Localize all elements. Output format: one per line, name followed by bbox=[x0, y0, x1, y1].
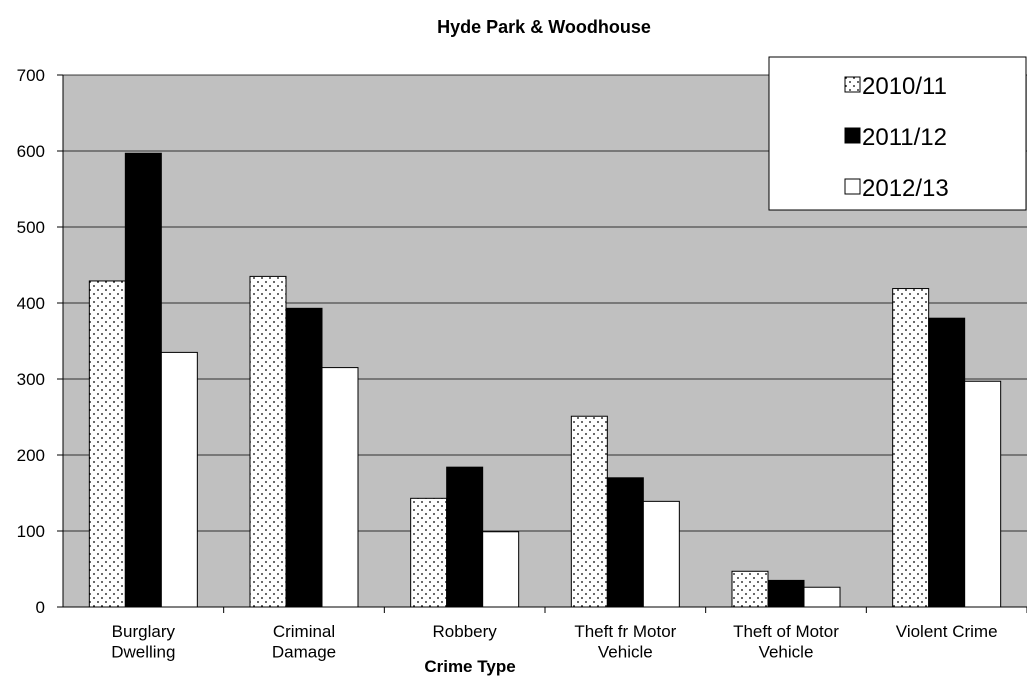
legend-swatch bbox=[844, 76, 861, 93]
bar bbox=[446, 466, 484, 608]
bar bbox=[88, 280, 126, 608]
bar bbox=[803, 586, 841, 608]
bar bbox=[892, 288, 930, 608]
legend-label: 2012/13 bbox=[862, 175, 949, 202]
bar bbox=[249, 275, 287, 608]
x-tick-label: Theft fr Motor Vehicle bbox=[574, 622, 676, 661]
y-tick-label: 0 bbox=[36, 598, 45, 617]
legend-label: 2011/12 bbox=[862, 124, 947, 151]
bar bbox=[964, 380, 1002, 608]
bar bbox=[285, 307, 323, 608]
bar bbox=[570, 415, 608, 608]
x-tick-label: Burglary Dwelling bbox=[111, 622, 175, 661]
y-tick-label: 300 bbox=[17, 370, 45, 389]
bar bbox=[767, 579, 805, 608]
y-tick-label: 700 bbox=[17, 66, 45, 85]
bar bbox=[928, 317, 966, 608]
bar bbox=[321, 367, 359, 608]
bar bbox=[642, 500, 680, 608]
bar bbox=[606, 477, 644, 608]
y-tick-label: 100 bbox=[17, 522, 45, 541]
x-tick-label: Robbery bbox=[433, 622, 498, 641]
chart-title: Hyde Park & Woodhouse bbox=[437, 17, 651, 37]
bar bbox=[482, 531, 520, 608]
bar bbox=[410, 497, 448, 608]
legend-label: 2010/11 bbox=[862, 73, 947, 100]
x-tick-label: Theft of Motor Vehicle bbox=[733, 622, 839, 661]
bar bbox=[160, 351, 198, 608]
legend-swatch bbox=[844, 127, 861, 144]
legend-swatch bbox=[844, 178, 861, 195]
y-tick-label: 400 bbox=[17, 294, 45, 313]
x-tick-label: Criminal Damage bbox=[272, 622, 336, 661]
bar bbox=[124, 152, 162, 608]
bar bbox=[731, 570, 769, 608]
x-axis-title: Crime Type bbox=[424, 657, 515, 676]
legend-box bbox=[768, 56, 1027, 211]
y-tick-label: 200 bbox=[17, 446, 45, 465]
y-tick-label: 500 bbox=[17, 218, 45, 237]
x-tick-label: Violent Crime bbox=[896, 622, 998, 641]
y-tick-label: 600 bbox=[17, 142, 45, 161]
